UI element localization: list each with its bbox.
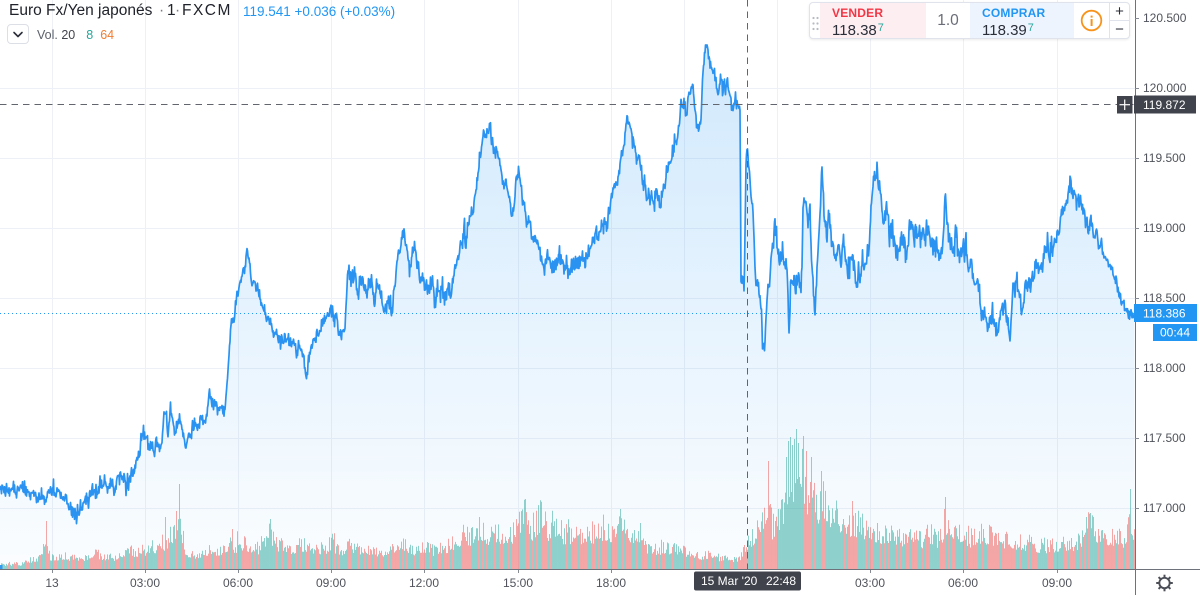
svg-text:06:00: 06:00 — [948, 576, 978, 590]
svg-text:09:00: 09:00 — [1042, 576, 1072, 590]
svg-text:120.500: 120.500 — [1143, 11, 1187, 25]
svg-text:13: 13 — [45, 576, 59, 590]
svg-text:120.000: 120.000 — [1143, 81, 1187, 95]
svg-text:15 Mar '20: 15 Mar '20 — [701, 574, 758, 588]
svg-text:06:00: 06:00 — [223, 576, 253, 590]
svg-text:119.500: 119.500 — [1143, 151, 1186, 165]
svg-text:12:00: 12:00 — [409, 576, 439, 590]
svg-text:00:44: 00:44 — [1160, 326, 1190, 340]
svg-text:03:00: 03:00 — [855, 576, 885, 590]
svg-text:117.000: 117.000 — [1143, 501, 1186, 515]
svg-text:18:00: 18:00 — [596, 576, 626, 590]
svg-text:118.386: 118.386 — [1143, 307, 1186, 321]
svg-text:118.500: 118.500 — [1143, 291, 1186, 305]
svg-text:22:48: 22:48 — [766, 574, 796, 588]
svg-text:119.000: 119.000 — [1143, 221, 1186, 235]
svg-text:09:00: 09:00 — [316, 576, 346, 590]
svg-text:117.500: 117.500 — [1143, 431, 1186, 445]
svg-text:119.872: 119.872 — [1143, 98, 1186, 112]
svg-text:15:00: 15:00 — [503, 576, 533, 590]
svg-text:118.000: 118.000 — [1143, 361, 1186, 375]
svg-text:03:00: 03:00 — [130, 576, 160, 590]
